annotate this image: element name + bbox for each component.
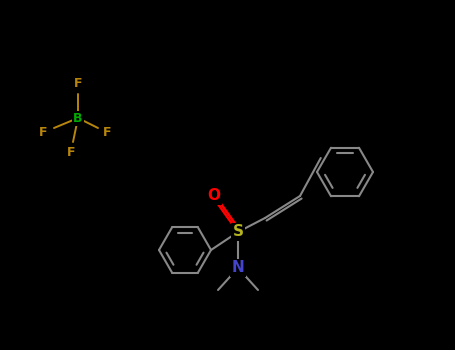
- Text: F: F: [39, 126, 47, 139]
- Text: F: F: [66, 146, 75, 159]
- Text: N: N: [232, 260, 244, 275]
- Text: S: S: [233, 224, 243, 239]
- Text: F: F: [74, 77, 82, 90]
- Text: B: B: [73, 112, 83, 125]
- Text: O: O: [207, 189, 221, 203]
- Text: F: F: [103, 126, 111, 139]
